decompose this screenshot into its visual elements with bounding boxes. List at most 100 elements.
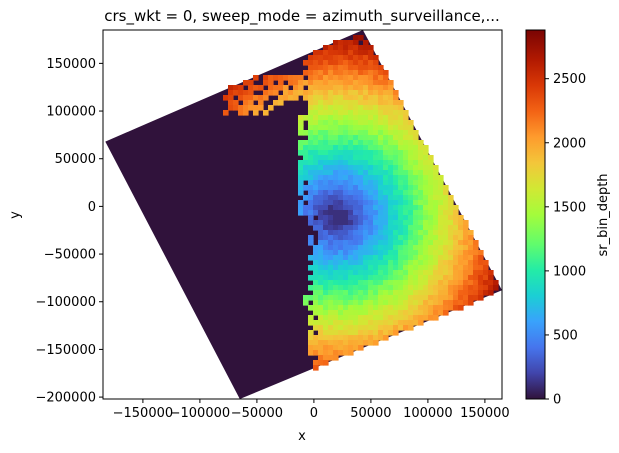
echo-cell [423,210,429,216]
echo-cell [383,205,389,211]
echo-cell [323,70,329,76]
x-axis-label: x [298,429,306,444]
echo-cell [338,170,344,176]
colorbar-tick-label: 1500 [553,200,586,215]
echo-cell [328,155,334,161]
echo-cell [378,285,384,291]
echo-cell [473,265,479,271]
echo-cell [333,260,339,266]
echo-cell [433,245,439,251]
echo-cell [318,205,324,211]
echo-cell [298,170,304,176]
echo-cell [448,215,454,221]
colorbar-label: sr_bin_depth [596,173,611,256]
echo-cell [453,240,459,246]
echo-cell [378,295,384,301]
echo-cell [328,310,334,316]
echo-cell [473,275,479,281]
axes-frame [102,29,503,400]
echo-cell [388,110,394,116]
echo-cell [383,115,389,121]
echo-cell [298,160,304,166]
echo-cell [328,100,334,106]
echo-cell [343,270,349,276]
echo-cell [373,260,379,266]
echo-cell [373,295,379,301]
echo-cell [348,65,354,71]
echo-cell [423,225,429,231]
echo-cell [358,85,364,91]
echo-cell [363,325,369,331]
echo-cell [383,85,389,91]
echo-cell [343,60,349,66]
echo-cell [388,195,394,201]
echo-cell [383,175,389,181]
echo-cell [448,210,454,216]
echo-cell [423,160,429,166]
echo-cell [233,100,239,106]
echo-cell [318,80,324,86]
echo-cell [318,210,324,216]
echo-cell [363,175,369,181]
echo-cell [308,75,314,81]
echo-cell [373,155,379,161]
echo-cell [423,175,429,181]
echo-cell [323,285,329,291]
echo-cell [338,220,344,226]
echo-cell [258,85,264,91]
echo-cell [328,80,334,86]
echo-cell [418,305,424,311]
echo-cell [383,320,389,326]
echo-cell [453,275,459,281]
echo-cell [458,220,464,226]
echo-cell [368,245,374,251]
echo-cell [378,125,384,131]
echo-cell [298,180,304,186]
echo-cell [363,340,369,346]
echo-cell [303,60,309,66]
echo-cell [438,305,444,311]
echo-cell [463,270,469,276]
echo-cell [323,305,329,311]
echo-cell [328,45,334,51]
echo-cell [328,265,334,271]
echo-cell [343,320,349,326]
echo-cell [388,285,394,291]
echo-cell [363,170,369,176]
echo-cell [383,100,389,106]
echo-cell [393,225,399,231]
echo-cell [398,250,404,256]
echo-cell [348,90,354,96]
echo-cell [358,270,364,276]
echo-cell [308,100,314,106]
echo-cell [303,195,309,201]
echo-cell [363,235,369,241]
echo-cell [318,185,324,191]
echo-cell [398,115,404,121]
echo-cell [268,75,274,81]
echo-cell [348,270,354,276]
echo-cell [328,325,334,331]
echo-cell [358,135,364,141]
echo-cell [353,335,359,341]
echo-cell [318,255,324,261]
echo-cell [423,260,429,266]
echo-cell [348,245,354,251]
echo-cell [383,130,389,136]
echo-cell [403,270,409,276]
colorbar-tick-label: 0 [553,393,561,408]
echo-cell [323,230,329,236]
echo-cell [333,80,339,86]
echo-cell [428,190,434,196]
x-tick-label: 50000 [350,406,391,421]
echo-cell [358,185,364,191]
echo-cell [313,300,319,306]
echo-cell [438,300,444,306]
echo-cell [363,195,369,201]
echo-cell [243,95,249,101]
echo-cell [323,135,329,141]
echo-cell [343,90,349,96]
echo-cell [373,85,379,91]
echo-cell [323,175,329,181]
echo-cell [413,245,419,251]
